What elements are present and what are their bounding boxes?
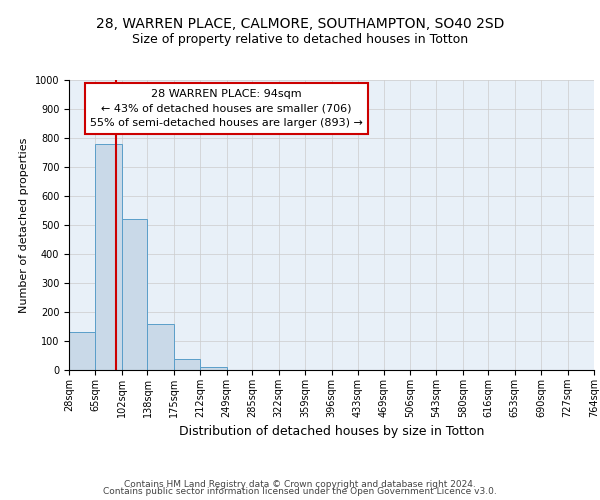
Y-axis label: Number of detached properties: Number of detached properties (19, 138, 29, 312)
Text: Contains HM Land Registry data © Crown copyright and database right 2024.: Contains HM Land Registry data © Crown c… (124, 480, 476, 489)
Bar (95, 144, 122, 370)
Text: 28 WARREN PLACE: 94sqm
← 43% of detached houses are smaller (706)
55% of semi-de: 28 WARREN PLACE: 94sqm ← 43% of detached… (90, 88, 363, 128)
Bar (69, 332, 95, 370)
Bar (148, 324, 174, 370)
Text: Contains public sector information licensed under the Open Government Licence v3: Contains public sector information licen… (103, 488, 497, 496)
Text: 28, WARREN PLACE, CALMORE, SOUTHAMPTON, SO40 2SD: 28, WARREN PLACE, CALMORE, SOUTHAMPTON, … (96, 18, 504, 32)
X-axis label: Distribution of detached houses by size in Totton: Distribution of detached houses by size … (179, 426, 484, 438)
Text: Size of property relative to detached houses in Totton: Size of property relative to detached ho… (132, 32, 468, 46)
Bar (122, 218, 148, 370)
Bar (174, 360, 200, 370)
Bar (200, 366, 227, 370)
